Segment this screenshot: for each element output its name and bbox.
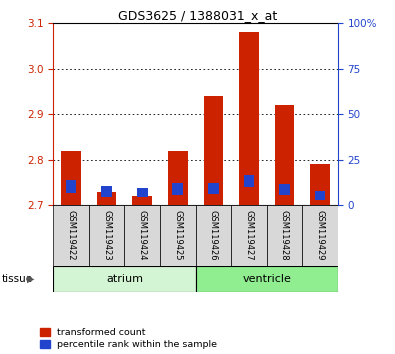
Text: ▶: ▶: [27, 274, 34, 284]
Bar: [279, 184, 290, 195]
Text: GSM119425: GSM119425: [173, 210, 182, 261]
Text: GSM119423: GSM119423: [102, 210, 111, 261]
Bar: [196, 205, 231, 266]
Bar: [302, 205, 338, 266]
Bar: [160, 205, 196, 266]
Bar: [239, 32, 259, 205]
Bar: [196, 266, 338, 292]
Bar: [168, 151, 188, 205]
Text: tissue: tissue: [2, 274, 33, 284]
Legend: transformed count, percentile rank within the sample: transformed count, percentile rank withi…: [40, 329, 217, 349]
Bar: [132, 196, 152, 205]
Bar: [314, 191, 325, 200]
Text: GSM119424: GSM119424: [138, 210, 147, 261]
Text: GSM119429: GSM119429: [316, 210, 324, 261]
Bar: [61, 151, 81, 205]
Bar: [97, 192, 117, 205]
Bar: [66, 180, 77, 193]
Bar: [53, 266, 196, 292]
Bar: [208, 183, 219, 194]
Bar: [267, 205, 302, 266]
Text: atrium: atrium: [106, 274, 143, 284]
Bar: [310, 164, 330, 205]
Bar: [89, 205, 124, 266]
Bar: [137, 188, 148, 197]
Bar: [172, 183, 183, 195]
Text: GSM119427: GSM119427: [245, 210, 253, 261]
Bar: [124, 205, 160, 266]
Text: GDS3625 / 1388031_x_at: GDS3625 / 1388031_x_at: [118, 9, 277, 22]
Text: ventricle: ventricle: [242, 274, 291, 284]
Bar: [275, 105, 294, 205]
Text: GSM119426: GSM119426: [209, 210, 218, 261]
Bar: [53, 205, 89, 266]
Bar: [231, 205, 267, 266]
Text: GSM119422: GSM119422: [67, 210, 75, 261]
Text: GSM119428: GSM119428: [280, 210, 289, 261]
Bar: [101, 186, 112, 197]
Bar: [203, 96, 223, 205]
Bar: [243, 175, 254, 187]
